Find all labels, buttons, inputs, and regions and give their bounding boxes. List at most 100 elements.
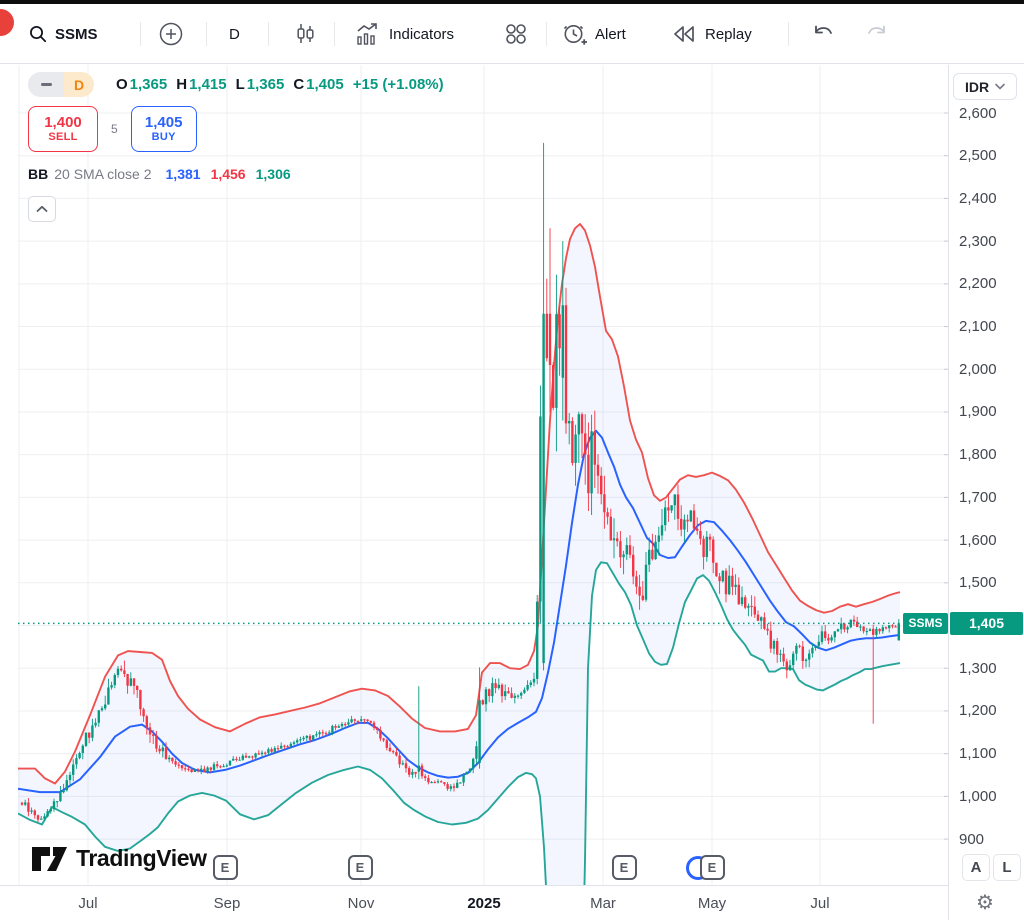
replay-button[interactable]: Replay [672,4,752,64]
collapse-legend-button[interactable] [28,196,56,222]
redo-icon [868,25,885,34]
interval-pill[interactable]: D [28,72,94,97]
currency-label: IDR [964,78,990,95]
high-value: 1,415 [189,76,227,93]
last-price-label: 1,405 [950,611,1023,635]
replay-rewind-icon [674,26,694,42]
interval-button[interactable]: D [229,4,240,64]
auto-scale-button[interactable]: A [962,854,990,881]
toolbar-separator [268,22,269,46]
low-label: L [235,76,245,93]
bollinger-upper-line [18,223,901,785]
main-toolbar: SSMS D Indicators [0,4,1024,64]
price-axis-label: 2,000 [959,360,997,378]
time-axis-label: May [697,895,727,912]
price-axis-label: 2,500 [959,147,997,165]
replay-label: Replay [705,25,752,43]
time-axis-label: Mar [590,895,616,912]
indicators-button[interactable]: Indicators [354,4,454,64]
toolbar-separator [788,22,789,46]
price-axis-label: 1,700 [959,488,997,506]
price-axis-label: 2,100 [959,318,997,336]
undo-icon [815,25,832,34]
log-scale-button[interactable]: L [993,854,1021,881]
price-axis[interactable]: IDR 2,600 2,500 2,400 2,300 2,200 2,100 2,000 1… [948,65,1024,920]
price-axis-label: 1,000 [959,787,997,805]
time-axis-label: Sep [213,895,241,912]
sell-label: SELL [48,131,78,144]
price-axis-label: 1,500 [959,574,997,592]
price-axis-label: 900 [959,830,985,848]
price-axis-label: 2,200 [959,275,997,293]
settings-gear-button[interactable]: ⚙ [972,889,998,915]
log-scale-letter: L [1002,859,1012,876]
alert-clock-icon [563,25,587,45]
open-value: 1,365 [129,76,168,93]
price-axis-label: 2,400 [959,189,997,207]
time-axis-label: Nov [347,895,375,912]
alert-label: Alert [595,25,626,43]
tradingview-logo-mark-icon [32,847,67,871]
undo-button[interactable] [810,4,836,64]
tradingview-logo-text: TradingView [76,844,207,871]
symbol-search-button[interactable]: SSMS [28,4,98,64]
close-value: 1,405 [306,76,344,93]
symbol-name: SSMS [55,25,98,43]
time-axis-label: Jul [810,895,830,912]
chevron-down-icon [995,83,1005,90]
hide-series-button[interactable] [28,72,64,97]
plus-circle-icon [159,22,183,46]
alert-button[interactable]: Alert [560,4,626,64]
price-axis-label: 2,600 [959,104,997,122]
compare-add-button[interactable] [158,4,184,64]
indicator-params: 20 SMA close 2 [54,166,152,182]
earnings-marker[interactable]: E [212,855,238,880]
chart-type-button[interactable] [292,4,318,64]
price-axis-label: 1,800 [959,446,997,464]
currency-button[interactable]: IDR [953,73,1017,100]
redo-button[interactable] [864,4,890,64]
layout-grid-button[interactable] [503,4,529,64]
open-label: O [116,76,128,93]
change-value: +15 (+1.08%) [352,76,444,93]
earnings-marker[interactable]: E [699,855,725,880]
bb-upper-value: 1,456 [210,166,246,182]
search-icon [30,26,47,43]
bb-basis-value: 1,381 [165,166,201,182]
toolbar-separator [334,22,335,46]
price-axis-label: 2,300 [959,232,997,250]
time-axis[interactable]: Jul Sep Nov 2025 Mar May Jul [0,885,1024,920]
toolbar-separator [546,22,547,46]
time-axis-label: 2025 [467,895,501,912]
sell-button[interactable]: 1,400 SELL [28,106,98,152]
bollinger-basis-line [18,429,901,794]
candlestick-icon [297,24,314,43]
price-axis-label: 1,300 [959,659,997,677]
ohlc-values: O 1,365 H 1,415 L 1,365 C 1,405 +15 (+1.08%) [116,76,444,93]
low-value: 1,365 [246,76,285,93]
trade-buttons: 1,400 SELL 5 1,405 BUY [28,106,197,152]
screen-record-dot [0,9,14,36]
earnings-marker[interactable]: E [611,855,637,880]
buy-label: BUY [151,131,176,144]
bb-lower-value: 1,306 [255,166,291,182]
close-label: C [293,76,305,93]
minus-icon [40,83,52,86]
tradingview-logo[interactable]: TradingView [30,843,207,873]
chevron-up-icon [36,205,48,212]
buy-price: 1,405 [144,114,183,132]
chart-panel: D O 1,365 H 1,415 L 1,365 C 1,405 +15 (+1.08… [0,65,1024,920]
bollinger-legend[interactable]: BB 20 SMA close 2 1,381 1,456 1,306 [28,166,291,182]
interval-value: D [229,25,240,43]
indicators-label: Indicators [389,25,455,43]
sell-price: 1,400 [44,114,82,132]
earnings-marker[interactable]: E [347,855,373,880]
bollinger-fill [18,224,900,885]
grid-layout-icon [506,24,526,44]
auto-scale-letter: A [970,859,982,876]
buy-button[interactable]: 1,405 BUY [130,106,197,152]
price-axis-label: 1,600 [959,531,997,549]
indicator-name: BB [28,166,49,182]
